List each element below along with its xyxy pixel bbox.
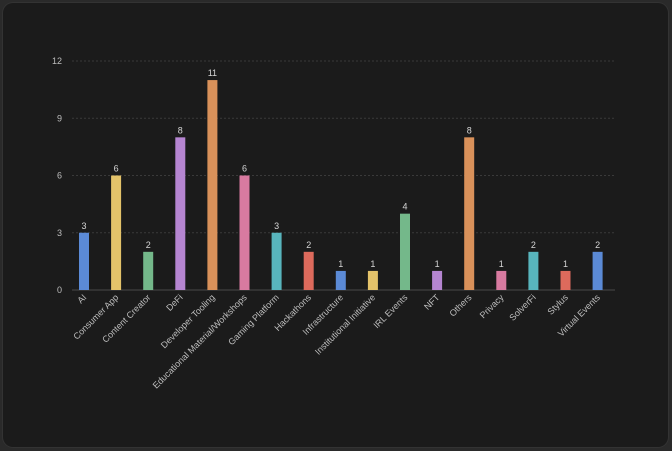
x-tick-label: Privacy (478, 292, 506, 320)
bar (79, 232, 89, 290)
x-tick-label: SolverFi (507, 292, 537, 322)
y-tick-label: 9 (57, 113, 62, 123)
bar (592, 251, 603, 290)
data-label: 11 (208, 68, 217, 78)
data-label: 2 (306, 240, 311, 250)
y-tick-label: 6 (57, 171, 62, 181)
bar (239, 175, 250, 290)
data-label: 4 (402, 202, 407, 212)
bar (303, 251, 314, 290)
x-tick-label: NFT (422, 292, 442, 312)
data-label: 2 (595, 240, 600, 250)
x-tick-label: Institutional Initiative (313, 292, 377, 356)
bar (496, 270, 507, 290)
x-tick-label: Stylus (546, 292, 571, 317)
data-label: 3 (81, 221, 86, 231)
bar (335, 270, 346, 290)
y-axis: 0 3 6 9 12 (52, 56, 62, 295)
data-label: 2 (146, 240, 151, 250)
data-label: 3 (274, 221, 279, 231)
x-tick-label: IRL Events (371, 292, 409, 330)
data-label: 8 (467, 125, 472, 135)
data-label: 1 (499, 259, 504, 269)
data-label: 6 (242, 164, 247, 174)
bar (400, 213, 410, 290)
bar (143, 251, 154, 290)
bar (271, 232, 282, 290)
x-tick-label: DeFi (164, 292, 185, 313)
bar (432, 270, 443, 290)
bar (528, 251, 539, 290)
y-tick-label: 3 (57, 228, 62, 238)
data-label: 1 (370, 259, 375, 269)
x-tick-label: Others (447, 292, 474, 319)
bar (367, 270, 378, 290)
y-tick-label: 0 (57, 285, 62, 295)
data-label: 2 (531, 240, 536, 250)
data-label: 1 (563, 259, 568, 269)
data-label: 8 (178, 125, 183, 135)
bar (207, 80, 218, 290)
bar (111, 175, 122, 290)
bar (175, 137, 186, 290)
data-label: 1 (338, 259, 343, 269)
y-tick-label: 12 (52, 56, 62, 66)
data-label: 1 (435, 259, 440, 269)
bars (79, 80, 603, 290)
x-tick-label: AI (75, 292, 88, 305)
bar (560, 270, 571, 290)
data-label: 6 (114, 164, 119, 174)
bar (464, 137, 475, 290)
